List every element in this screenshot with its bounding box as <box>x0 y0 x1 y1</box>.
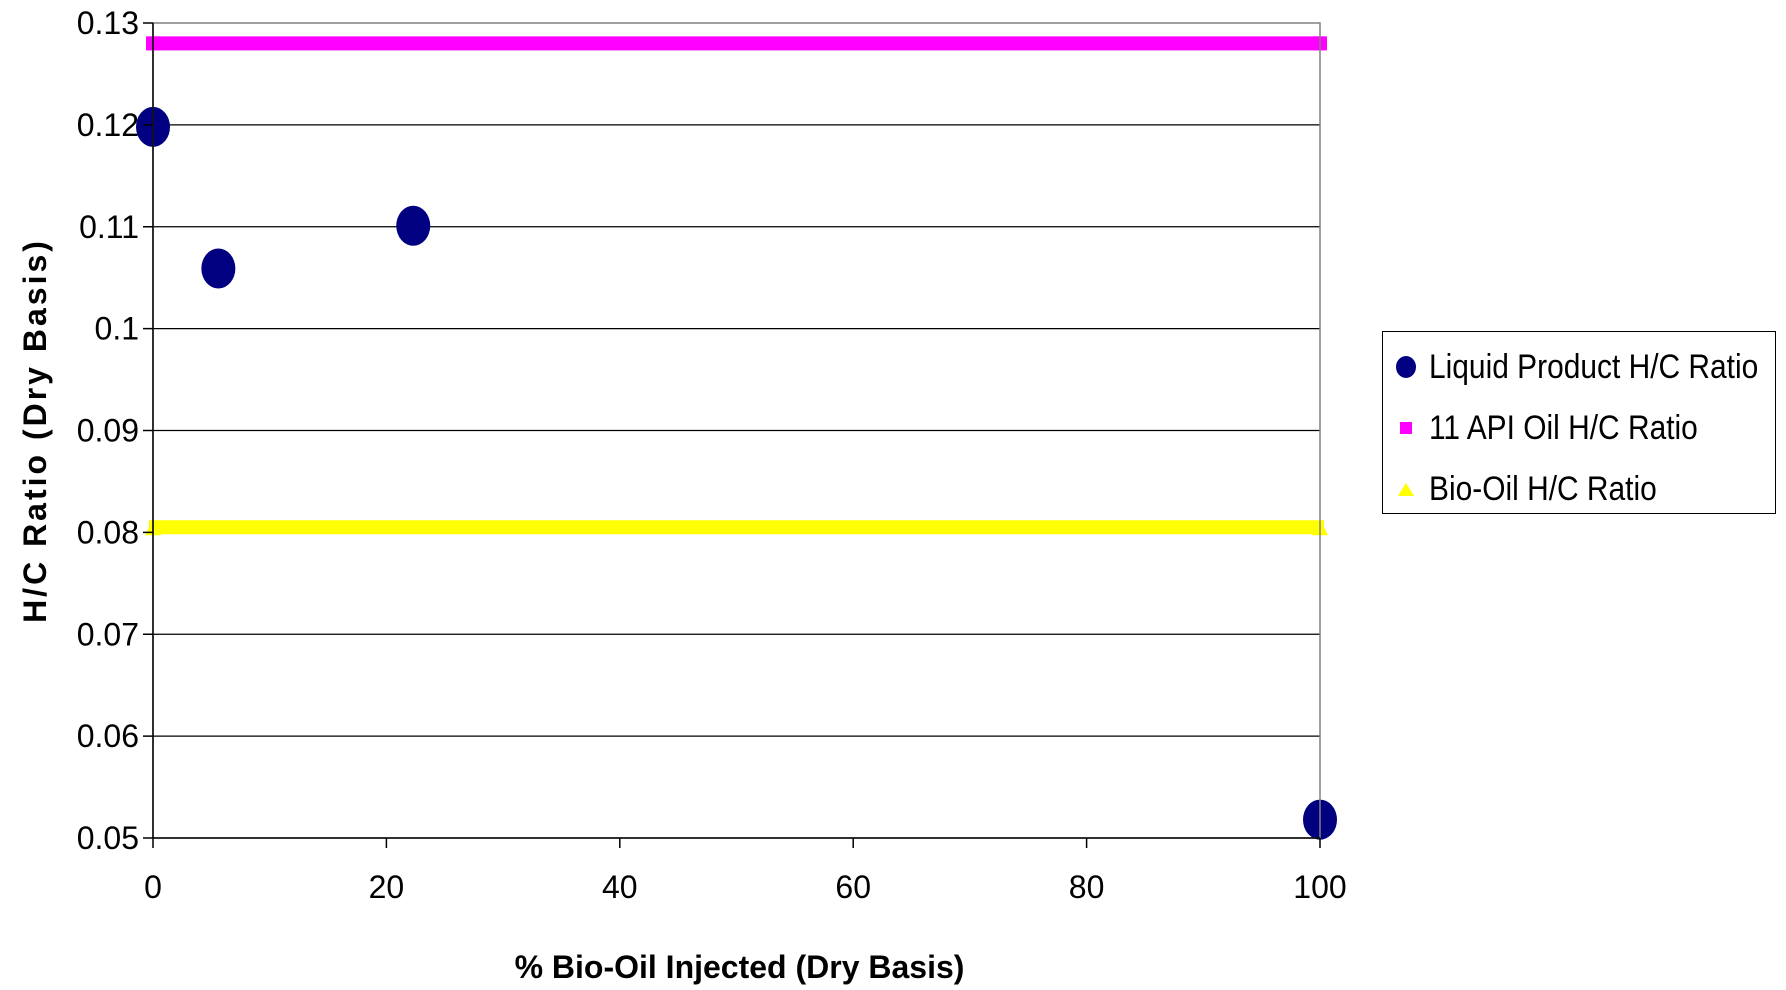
series-layer <box>136 36 1337 840</box>
x-axis-title: % Bio-Oil Injected (Dry Basis) <box>515 949 965 985</box>
circle-marker-icon <box>1395 356 1417 378</box>
legend-item: Liquid Product H/C Ratio <box>1395 342 1786 392</box>
tick-labels: 0.13 0.12 0.11 0.1 0.09 0.08 0.07 0.06 0.050 20 40… <box>77 5 1347 905</box>
legend-item: Bio-Oil H/C Ratio <box>1395 464 1688 514</box>
legend-label: Bio-Oil H/C Ratio <box>1429 469 1657 508</box>
y-tick-label: 0.1 <box>95 311 139 347</box>
x-tick-label: 0 <box>144 869 162 905</box>
y-tick-label: 0.07 <box>77 616 139 652</box>
y-tick-label: 0.09 <box>77 413 139 449</box>
square-marker-icon <box>1395 417 1417 439</box>
y-tick-label: 0.11 <box>79 209 139 245</box>
legend-label: Liquid Product H/C Ratio <box>1429 347 1759 386</box>
y-axis-title: H/C Ratio (Dry Basis) <box>17 238 53 623</box>
data-point <box>201 248 236 289</box>
x-tick-label: 40 <box>602 869 638 905</box>
axes <box>143 22 1321 848</box>
y-tick-label: 0.05 <box>77 820 139 856</box>
grid-lines <box>153 124 1320 737</box>
y-tick-label: 0.13 <box>77 5 139 41</box>
x-tick-label: 20 <box>369 869 405 905</box>
chart-legend: Liquid Product H/C Ratio 11 API Oil H/C R… <box>1382 331 1776 514</box>
legend-label: 11 API Oil H/C Ratio <box>1429 408 1698 447</box>
x-tick-label: 80 <box>1069 869 1105 905</box>
series-2 <box>145 519 1328 536</box>
legend-item: 11 API Oil H/C Ratio <box>1395 403 1735 453</box>
series-1 <box>146 36 1327 51</box>
triangle-marker-icon <box>1395 478 1417 500</box>
y-tick-label: 0.06 <box>77 718 139 754</box>
x-tick-label: 60 <box>835 869 871 905</box>
x-tick-label: 100 <box>1293 869 1346 905</box>
y-tick-label: 0.08 <box>77 514 139 550</box>
y-tick-label: 0.12 <box>77 107 139 143</box>
series-0 <box>136 106 1337 840</box>
data-point <box>396 205 431 246</box>
